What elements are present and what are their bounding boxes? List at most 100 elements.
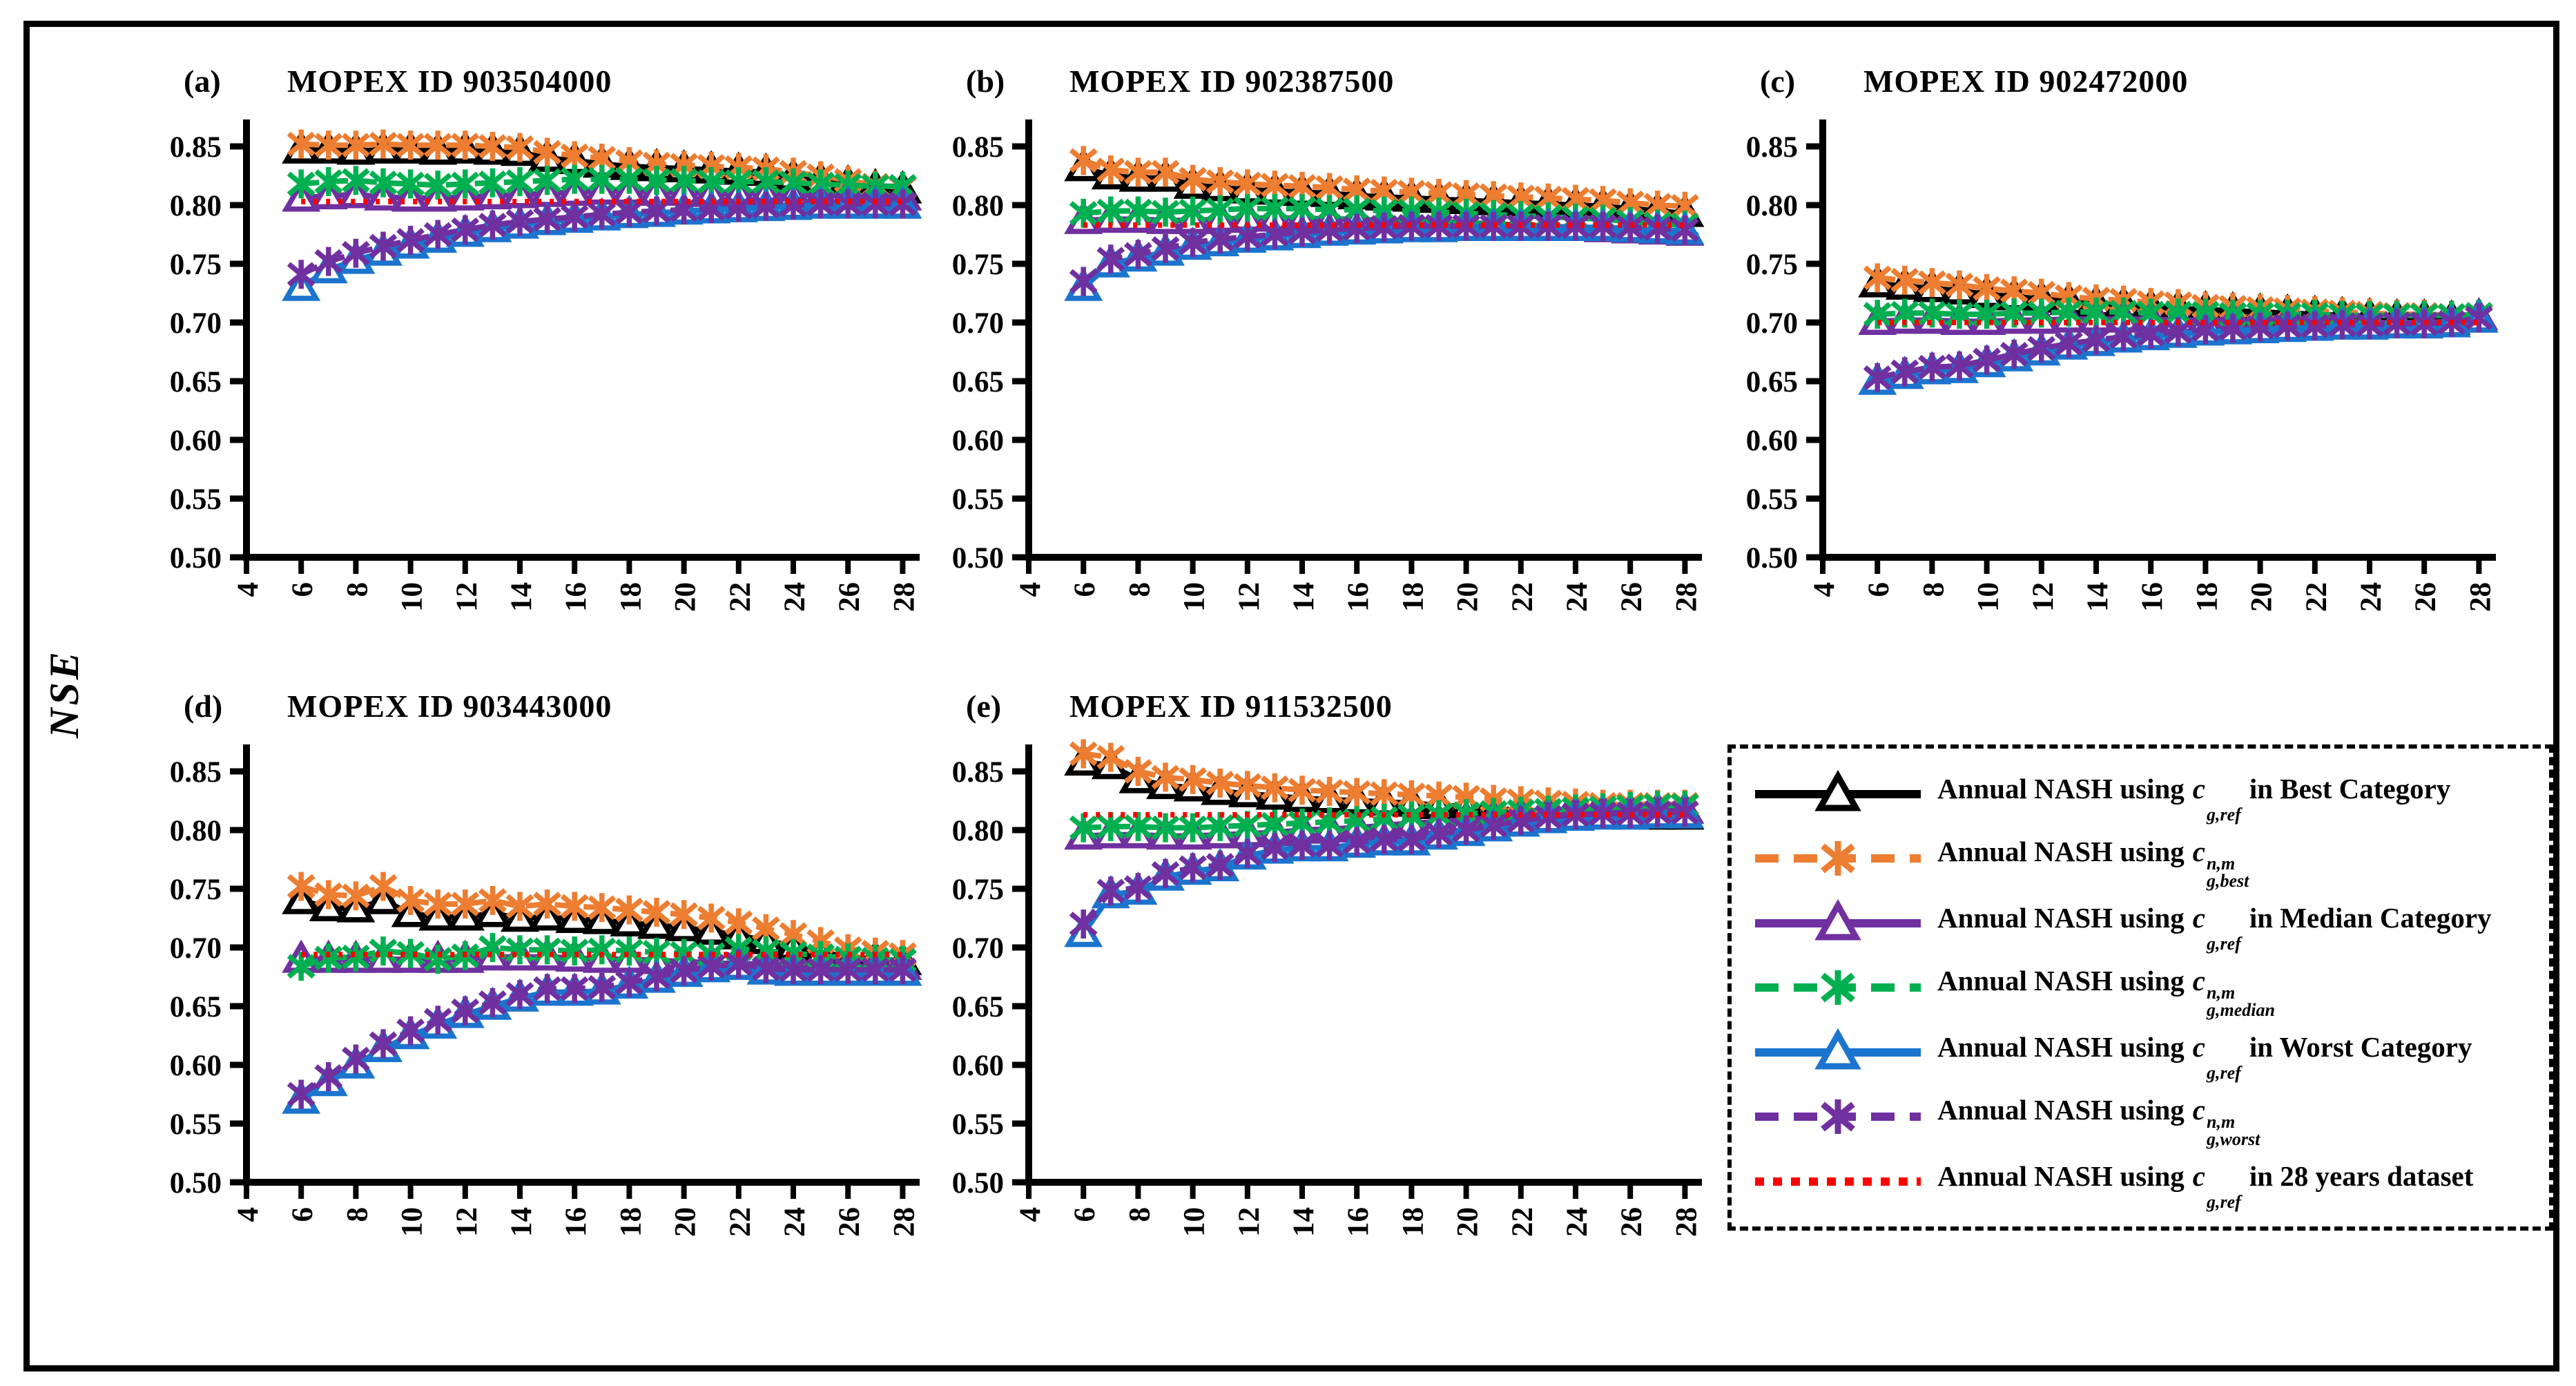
asterisk-marker-icon (2301, 311, 2330, 341)
x-tick-label: 6 (1069, 1207, 1101, 1222)
legend-text: in Best Category (2249, 773, 2451, 805)
asterisk-marker-icon (1205, 224, 1234, 254)
asterisk-marker-icon (478, 988, 507, 1017)
x-tick-label: 26 (833, 582, 866, 612)
y-tick-label: 0.85 (1746, 131, 1798, 164)
asterisk-marker-icon (2082, 297, 2111, 327)
asterisk-marker-icon (1397, 211, 1426, 241)
asterisk-marker-icon (1917, 268, 1946, 298)
asterisk-marker-icon (888, 189, 917, 219)
asterisk-marker-icon (2383, 309, 2412, 338)
legend-dotted-line-icon (1755, 1177, 1921, 1186)
asterisk-marker-icon (697, 952, 726, 981)
x-tick-label: 18 (614, 582, 647, 612)
legend-text: in 28 years dataset (2249, 1160, 2474, 1193)
asterisk-marker-icon (1424, 211, 1453, 241)
asterisk-marker-icon (1233, 771, 1262, 800)
y-tick-label: 0.65 (952, 991, 1004, 1023)
x-tick-label: 26 (1616, 1207, 1648, 1237)
legend-sub: g,worst (2206, 1129, 2260, 1149)
legend-text: Annual NASH using (1937, 836, 2185, 868)
panel-label: (b) (966, 64, 1005, 99)
y-tick-label: 0.70 (170, 307, 222, 340)
x-tick-label: 28 (888, 1207, 920, 1237)
legend-sub: g,ref (2206, 934, 2241, 954)
panel-label: (c) (1760, 64, 1796, 99)
asterisk-marker-icon (478, 886, 507, 915)
asterisk-marker-icon (614, 164, 643, 194)
asterisk-marker-icon (2355, 310, 2384, 340)
y-tick-label: 0.85 (170, 131, 222, 164)
legend-symbol: c (2192, 1094, 2205, 1126)
asterisk-marker-icon (1863, 263, 1892, 293)
x-tick-label: 20 (670, 1207, 702, 1237)
x-tick-label: 14 (1288, 582, 1320, 612)
x-tick-label: 22 (1507, 582, 1539, 612)
x-tick-label: 24 (2355, 582, 2388, 612)
legend-line-asterisk-icon (1755, 970, 1921, 1005)
y-tick-label: 0.70 (170, 932, 222, 965)
asterisk-marker-icon (2027, 334, 2056, 363)
y-tick-label: 0.55 (1746, 483, 1798, 516)
x-tick-label: 18 (614, 1207, 647, 1237)
asterisk-marker-icon (2054, 329, 2083, 358)
x-tick-label: 24 (1561, 582, 1594, 612)
x-tick-label: 6 (1069, 582, 1101, 597)
asterisk-marker-icon (697, 903, 726, 933)
asterisk-marker-icon (1205, 167, 1234, 196)
asterisk-marker-icon (478, 168, 507, 198)
legend-symbol: c (2192, 1031, 2205, 1063)
y-tick-label: 0.75 (170, 874, 222, 906)
asterisk-marker-icon (451, 131, 480, 160)
asterisk-marker-icon (588, 893, 617, 923)
asterisk-marker-icon (1069, 813, 1098, 843)
asterisk-marker-icon (287, 169, 316, 199)
x-tick-label: 10 (396, 1207, 429, 1237)
x-tick-label: 20 (1452, 582, 1484, 612)
x-tick-label: 20 (2246, 582, 2278, 612)
figure-border (23, 21, 2559, 1371)
y-tick-label: 0.65 (1746, 366, 1798, 398)
x-tick-label: 20 (670, 582, 702, 612)
y-tick-label: 0.65 (170, 991, 222, 1023)
x-tick-label: 28 (1670, 1207, 1703, 1237)
y-tick-label: 0.55 (952, 483, 1004, 516)
x-tick-label: 12 (1233, 1207, 1266, 1237)
x-tick-label: 14 (1288, 1207, 1320, 1237)
y-tick-label: 0.70 (952, 307, 1004, 340)
y-tick-label: 0.80 (1746, 190, 1798, 222)
asterisk-marker-icon (806, 189, 835, 219)
asterisk-marker-icon (1179, 853, 1208, 883)
asterisk-marker-icon (1863, 363, 1892, 392)
chart-panel-c: (c) MOPEX ID 902472000 0.50 0.55 0.60 0.65 0… (1694, 38, 2501, 632)
asterisk-marker-icon (451, 169, 480, 199)
legend-line-triangle-icon (1755, 898, 1921, 940)
asterisk-marker-icon (1151, 198, 1180, 227)
y-tick-label: 0.80 (170, 815, 222, 847)
legend-triangle-marker-icon (1814, 898, 1861, 940)
y-tick-label: 0.80 (952, 815, 1004, 847)
legend-symbol: c (2192, 902, 2205, 934)
asterisk-marker-icon (287, 129, 316, 159)
asterisk-marker-icon (833, 955, 862, 985)
asterisk-marker-icon (505, 133, 534, 162)
y-tick-label: 0.55 (952, 1108, 1004, 1141)
x-tick-label: 14 (505, 1207, 538, 1237)
x-tick-label: 26 (833, 1207, 866, 1237)
asterisk-marker-icon (1123, 757, 1152, 786)
panel-title: MOPEX ID 903504000 (287, 64, 612, 99)
plot-area-d: 0.50 0.55 0.60 0.65 0.70 0.75 0.80 0.85 4 6 8 10 12 1… (170, 744, 922, 1237)
plot-area-c: 0.50 0.55 0.60 0.65 0.70 0.75 0.80 0.85 4 6 8 10 12 1… (1746, 119, 2499, 612)
asterisk-marker-icon (1123, 157, 1152, 187)
x-tick-label: 18 (1397, 582, 1429, 612)
x-tick-label: 6 (287, 582, 319, 597)
asterisk-marker-icon (1069, 739, 1098, 769)
x-tick-label: 22 (724, 1207, 757, 1237)
x-tick-label: 16 (1342, 1207, 1375, 1237)
legend-sup: n,m (2206, 854, 2236, 874)
legend-row: Annual NASH using c g,ref in Median Cate… (1751, 894, 2542, 952)
legend-text: Annual NASH using (1937, 1160, 2185, 1193)
panel-label: (e) (966, 689, 1002, 724)
y-tick-label: 0.50 (952, 542, 1004, 575)
chart-panel-e: (e) MOPEX ID 911532500 0.50 0.55 0.60 0.65 0… (900, 663, 1707, 1284)
